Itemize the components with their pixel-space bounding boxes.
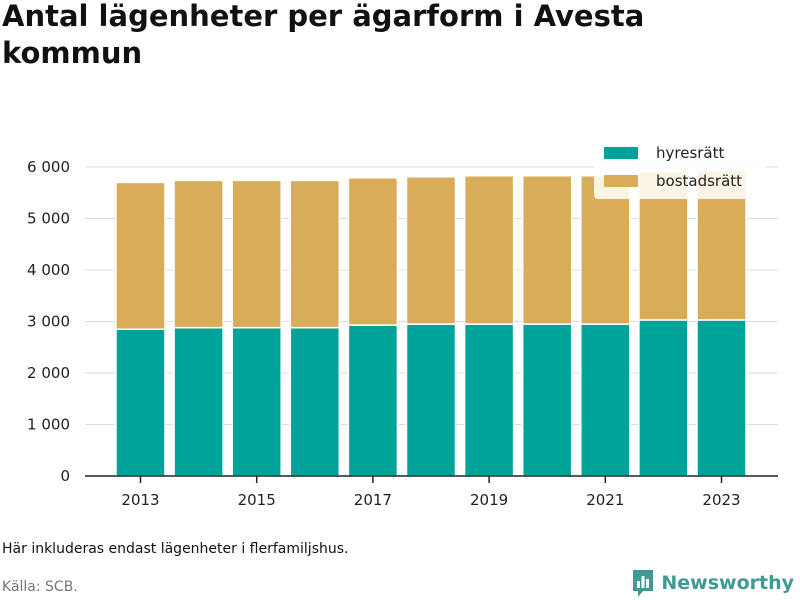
bar-bostadsratt [115,181,166,330]
bar-bostadsratt [347,177,399,326]
y-tick-label: 6 000 [27,158,70,176]
footnote: Här inkluderas endast lägenheter i flerf… [2,541,349,557]
bar-hyresratt [405,323,457,477]
x-tick-label: 2021 [586,491,624,509]
bar-hyresratt [173,326,224,477]
brand-name: Newsworthy [661,572,794,594]
chart-title: Antal lägenheter per ägarform i Avesta k… [2,0,645,70]
bar-hyresratt [347,324,399,477]
x-tick-label: 2023 [702,491,740,509]
bar-bostadsratt [231,179,282,329]
legend-label: bostadsrätt [656,172,742,190]
bar-bostadsratt [463,175,515,325]
bar-bostadsratt [580,175,631,325]
x-tick-label: 2015 [238,491,276,509]
source-note: Källa: SCB. [2,579,78,595]
bar-hyresratt [115,328,166,477]
bar-hyresratt [638,319,689,477]
legend-label: hyresrätt [656,144,725,162]
bar-hyresratt [521,323,573,477]
bar-hyresratt [463,323,515,477]
y-axis-labels: 0 1 000 2 000 3 000 4 000 5 000 6 000 [27,158,70,485]
bar-hyresratt [289,326,341,477]
x-tick-label: 2019 [470,491,508,509]
legend: hyresrätt bostadsrätt [594,139,766,199]
bar-bostadsratt [405,176,457,325]
y-tick-label: 4 000 [27,261,70,279]
y-tick-label: 5 000 [27,210,70,228]
legend-swatch [604,175,638,187]
x-tick-label: 2013 [121,491,159,509]
stacked-bar-chart: 0 1 000 2 000 3 000 4 000 5 000 6 000 2013 2015… [27,139,778,509]
bar-bostadsratt [289,179,341,329]
bar-hyresratt [580,323,631,477]
bar-bostadsratt [521,175,573,325]
x-tick-label: 2017 [354,491,392,509]
x-axis-ticks: 2013 2015 2017 2019 2021 2023 [121,476,741,509]
legend-swatch [604,147,638,159]
y-tick-label: 1 000 [27,416,70,434]
bar-hyresratt [696,319,747,477]
bar-bostadsratt [173,179,224,329]
y-tick-label: 0 [60,467,70,485]
bar-hyresratt [231,326,282,477]
bars [115,169,747,477]
bar-chart-logo-icon [633,570,654,597]
y-tick-label: 3 000 [27,313,70,331]
y-tick-label: 2 000 [27,364,70,382]
brand: Newsworthy [631,568,794,598]
